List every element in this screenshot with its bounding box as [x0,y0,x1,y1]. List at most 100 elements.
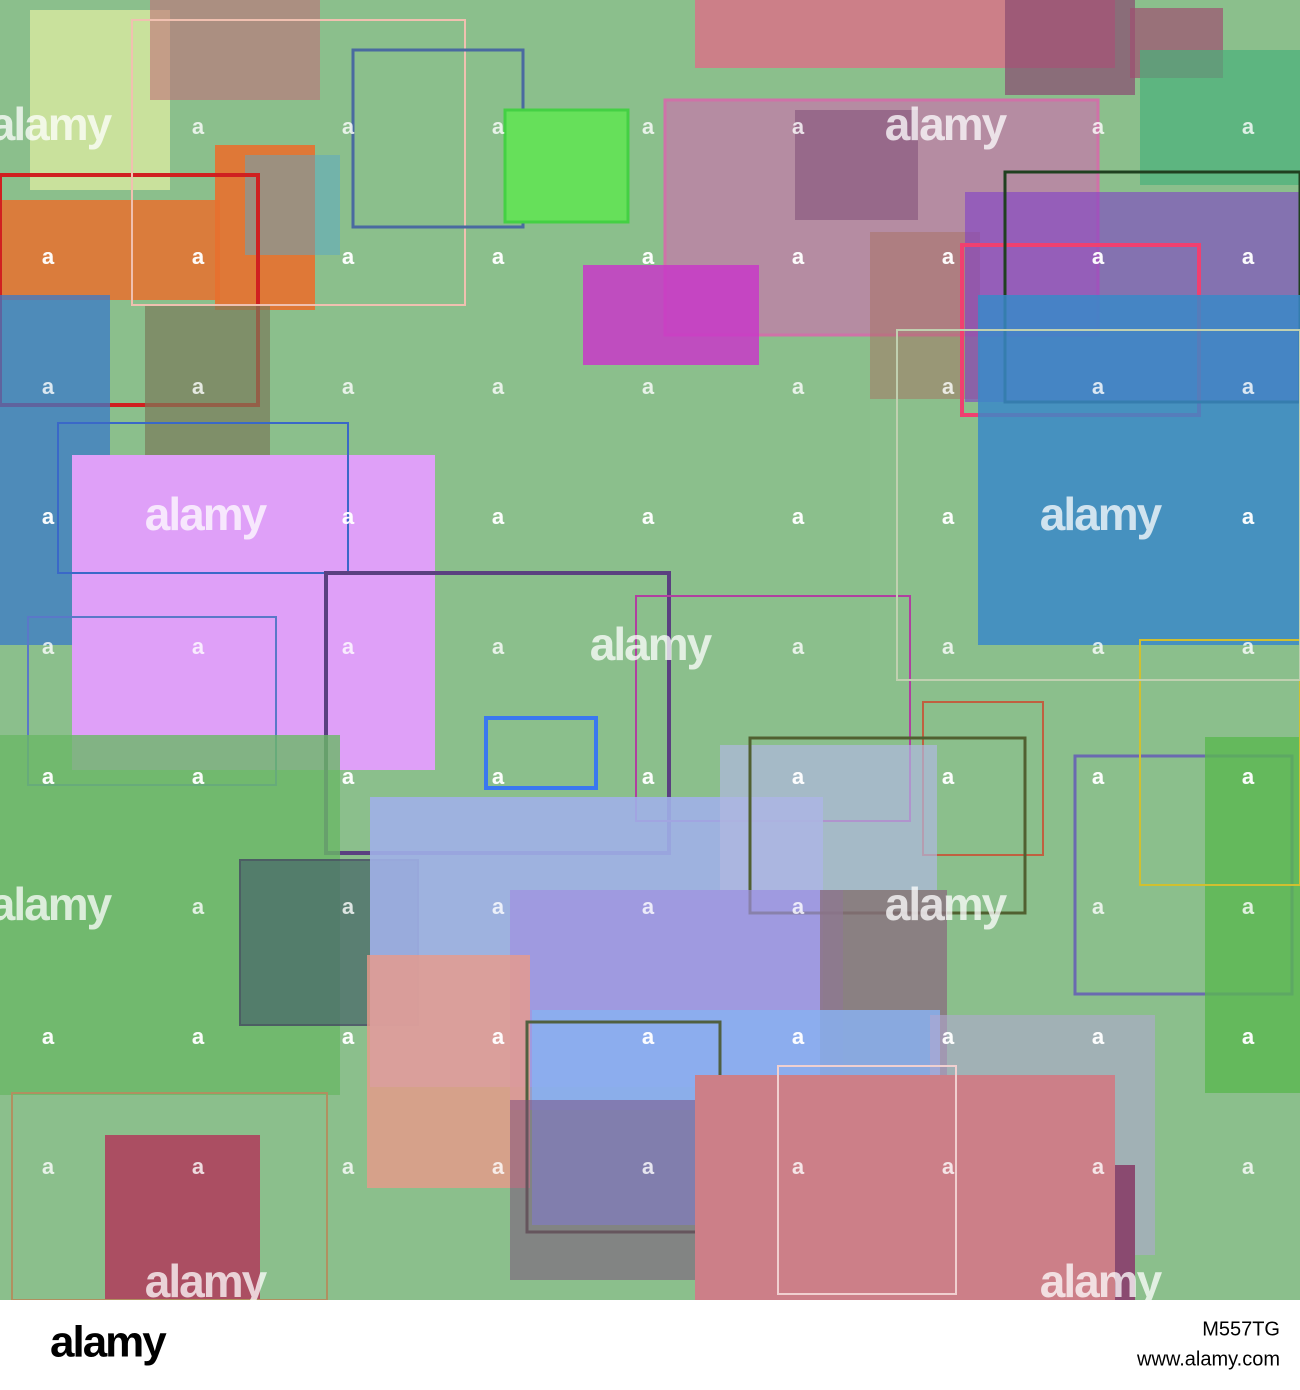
watermark-mark: a [1092,374,1105,399]
watermark-mark: a [342,764,355,789]
watermark-mark: a [792,504,805,529]
watermark-mark: a [1092,894,1105,919]
watermark-mark: a [792,764,805,789]
watermark-mark: a [942,374,955,399]
watermark-mark: a [192,634,205,659]
watermark: alamy [885,98,1008,150]
watermark-mark: a [792,634,805,659]
watermark-mark: a [1092,114,1105,139]
watermark-mark: a [192,894,205,919]
watermark: alamy [145,488,268,540]
watermark-mark: a [1242,1154,1255,1179]
watermark-mark: a [42,504,55,529]
watermark-mark: a [42,504,55,529]
watermark-mark: a [342,114,355,139]
watermark-mark: a [42,1024,55,1049]
watermark-mark: a [1092,764,1105,789]
watermark-mark: a [642,244,655,269]
watermark-mark: a [42,244,55,269]
watermark-mark: a [642,1024,655,1049]
watermark-mark: a [1242,764,1255,789]
watermark-mark: a [642,504,655,529]
watermark-mark: a [642,244,655,269]
watermark-mark: a [192,1024,205,1049]
watermark: alamy [590,618,713,670]
watermark-mark: a [492,504,505,529]
watermark-mark: a [192,1024,205,1049]
watermark-mark: a [1242,504,1255,529]
watermark-mark: a [942,634,955,659]
watermark-mark: a [1242,244,1255,269]
watermark-mark: a [342,504,355,529]
watermark-mark: a [192,244,205,269]
watermark-mark: a [642,114,655,139]
watermark: alamy [1040,488,1163,540]
watermark-mark: a [642,374,655,399]
watermark-mark: a [1092,634,1105,659]
watermark-mark: a [342,244,355,269]
watermark-mark: a [942,1024,955,1049]
watermark-mark: a [192,764,205,789]
watermark-mark: a [642,1154,655,1179]
watermark-mark: a [492,634,505,659]
watermark-mark: a [42,634,55,659]
watermark-mark: a [492,1024,505,1049]
watermark-mark: a [492,764,505,789]
watermark-mark: a [792,114,805,139]
watermark-mark: a [492,244,505,269]
watermark-mark: a [642,1024,655,1049]
watermark-mark: a [492,374,505,399]
watermark-mark: a [1242,1024,1255,1049]
image-id: M557TG [1202,1318,1280,1340]
watermark-mark: a [942,1024,955,1049]
watermark-mark: a [42,1154,55,1179]
site-url: www.alamy.com [1136,1348,1280,1370]
watermark-mark: a [642,894,655,919]
watermark-mark: a [192,244,205,269]
watermark-mark: a [192,114,205,139]
watermark-mark: a [342,374,355,399]
watermarks: alamy alamy alamy alamy alamy alamy alamy alamy… [0,98,1255,1307]
watermark: alamy [1040,1255,1163,1307]
watermark-mark: a [342,1154,355,1179]
watermark-mark: a [792,1154,805,1179]
watermark-mark: a [642,504,655,529]
watermark: alamy [885,878,1008,930]
watermark-mark: a [192,374,205,399]
watermark-mark: a [792,894,805,919]
watermark-mark: a [492,1154,505,1179]
watermark-mark: a [792,374,805,399]
watermark-mark: a [642,764,655,789]
watermark-mark: a [1242,374,1255,399]
footer-bar [0,1300,1300,1390]
watermark: alamy [0,878,113,930]
watermark-mark: a [42,764,55,789]
watermark-mark: a [1242,1024,1255,1049]
watermark-mark: a [1242,894,1255,919]
watermark-mark: a [342,764,355,789]
watermark-mark: a [342,1024,355,1049]
watermark-mark: a [42,764,55,789]
watermark-mark: a [942,764,955,789]
watermark-mark: a [1092,764,1105,789]
watermark-mark: a [1092,244,1105,269]
watermark-mark: a [192,764,205,789]
watermark-mark: a [342,894,355,919]
watermark-mark: a [342,244,355,269]
watermark-mark: a [342,634,355,659]
watermark-mark: a [1092,1154,1105,1179]
watermark-mark: a [1092,244,1105,269]
watermark-mark: a [1242,504,1255,529]
watermark-mark: a [342,504,355,529]
watermark: alamy [145,1255,268,1307]
watermark: alamy [0,98,113,150]
watermark-mark: a [942,1154,955,1179]
watermark-mark: a [492,114,505,139]
watermark-mark: a [1242,244,1255,269]
watermark-mark: a [492,504,505,529]
watermark-mark: a [942,504,955,529]
watermark-mark: a [792,1024,805,1049]
watermark-mark: a [1092,1024,1105,1049]
